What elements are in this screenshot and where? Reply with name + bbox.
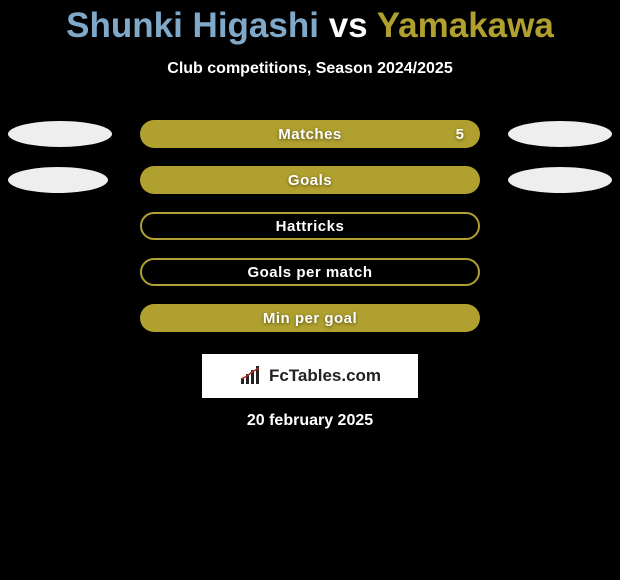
date-text: 20 february 2025 (0, 412, 620, 430)
stat-bar: Min per goal (140, 304, 480, 332)
subtitle: Club competitions, Season 2024/2025 (0, 60, 620, 78)
logo-inner: FcTables.com (239, 366, 381, 386)
comparison-title: Shunki Higashi vs Yamakawa (0, 6, 620, 46)
left-ellipse (8, 121, 112, 147)
stat-value: 5 (456, 126, 464, 143)
stat-bar: Hattricks (140, 212, 480, 240)
bars-icon (239, 366, 263, 386)
right-ellipse (508, 167, 612, 193)
right-ellipse (508, 121, 612, 147)
player2-name: Yamakawa (377, 6, 554, 45)
stats-list: Matches 5 Goals Hattricks Goals per match Min… (0, 120, 620, 332)
stat-bar: Goals per match (140, 258, 480, 286)
stat-label: Min per goal (263, 310, 357, 327)
stat-row: Hattricks (0, 212, 620, 240)
left-ellipse (8, 167, 108, 193)
stat-label: Matches (278, 126, 342, 143)
stat-row: Goals per match (0, 258, 620, 286)
stat-row: Goals (0, 166, 620, 194)
stat-bar: Matches 5 (140, 120, 480, 148)
stat-label: Goals per match (247, 264, 372, 281)
stat-row: Matches 5 (0, 120, 620, 148)
stats-comparison-card: Shunki Higashi vs Yamakawa Club competit… (0, 0, 620, 430)
stat-bar: Goals (140, 166, 480, 194)
stat-row: Min per goal (0, 304, 620, 332)
player1-name: Shunki Higashi (66, 6, 319, 45)
fctables-logo[interactable]: FcTables.com (202, 354, 418, 398)
vs-text: vs (329, 6, 368, 45)
stat-label: Hattricks (276, 218, 345, 235)
logo-text: FcTables.com (269, 366, 381, 386)
stat-label: Goals (288, 172, 332, 189)
